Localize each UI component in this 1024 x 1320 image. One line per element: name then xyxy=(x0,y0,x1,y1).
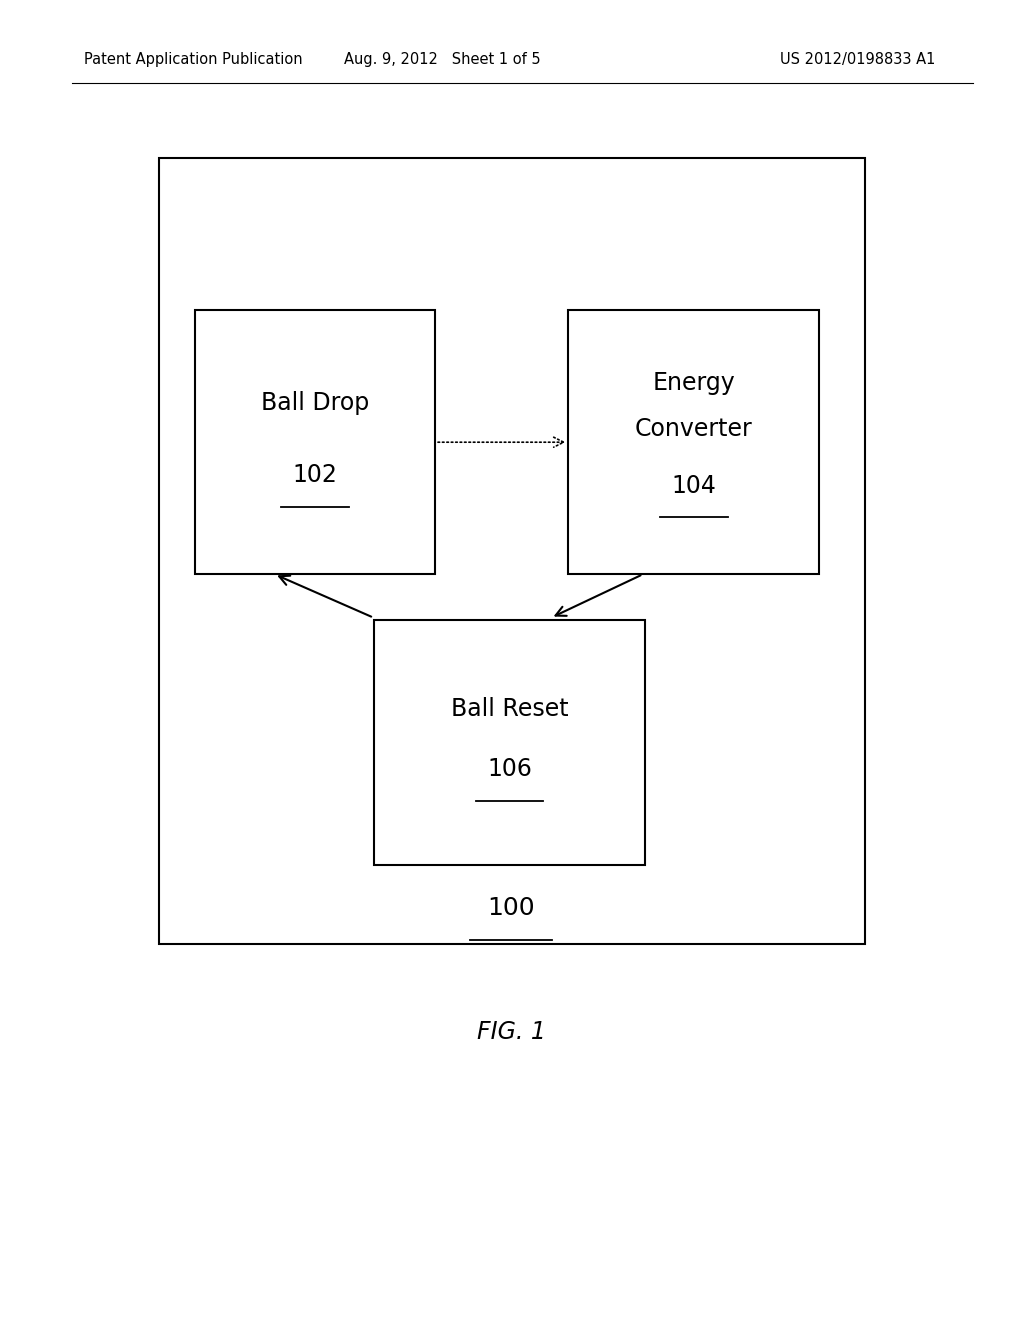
Bar xyxy=(568,310,819,574)
Text: Energy: Energy xyxy=(652,371,735,395)
Text: FIG. 1: FIG. 1 xyxy=(476,1020,546,1044)
Bar xyxy=(195,310,435,574)
Text: US 2012/0198833 A1: US 2012/0198833 A1 xyxy=(780,51,936,67)
Bar xyxy=(374,620,645,865)
Text: Patent Application Publication: Patent Application Publication xyxy=(84,51,303,67)
Text: 102: 102 xyxy=(293,463,337,487)
Text: 106: 106 xyxy=(487,756,531,781)
Text: Ball Reset: Ball Reset xyxy=(451,697,568,722)
Text: 104: 104 xyxy=(672,474,716,498)
Text: 100: 100 xyxy=(487,896,535,920)
Text: Aug. 9, 2012   Sheet 1 of 5: Aug. 9, 2012 Sheet 1 of 5 xyxy=(344,51,541,67)
Bar xyxy=(159,158,865,944)
Text: Converter: Converter xyxy=(635,417,753,441)
Text: Ball Drop: Ball Drop xyxy=(261,391,369,414)
